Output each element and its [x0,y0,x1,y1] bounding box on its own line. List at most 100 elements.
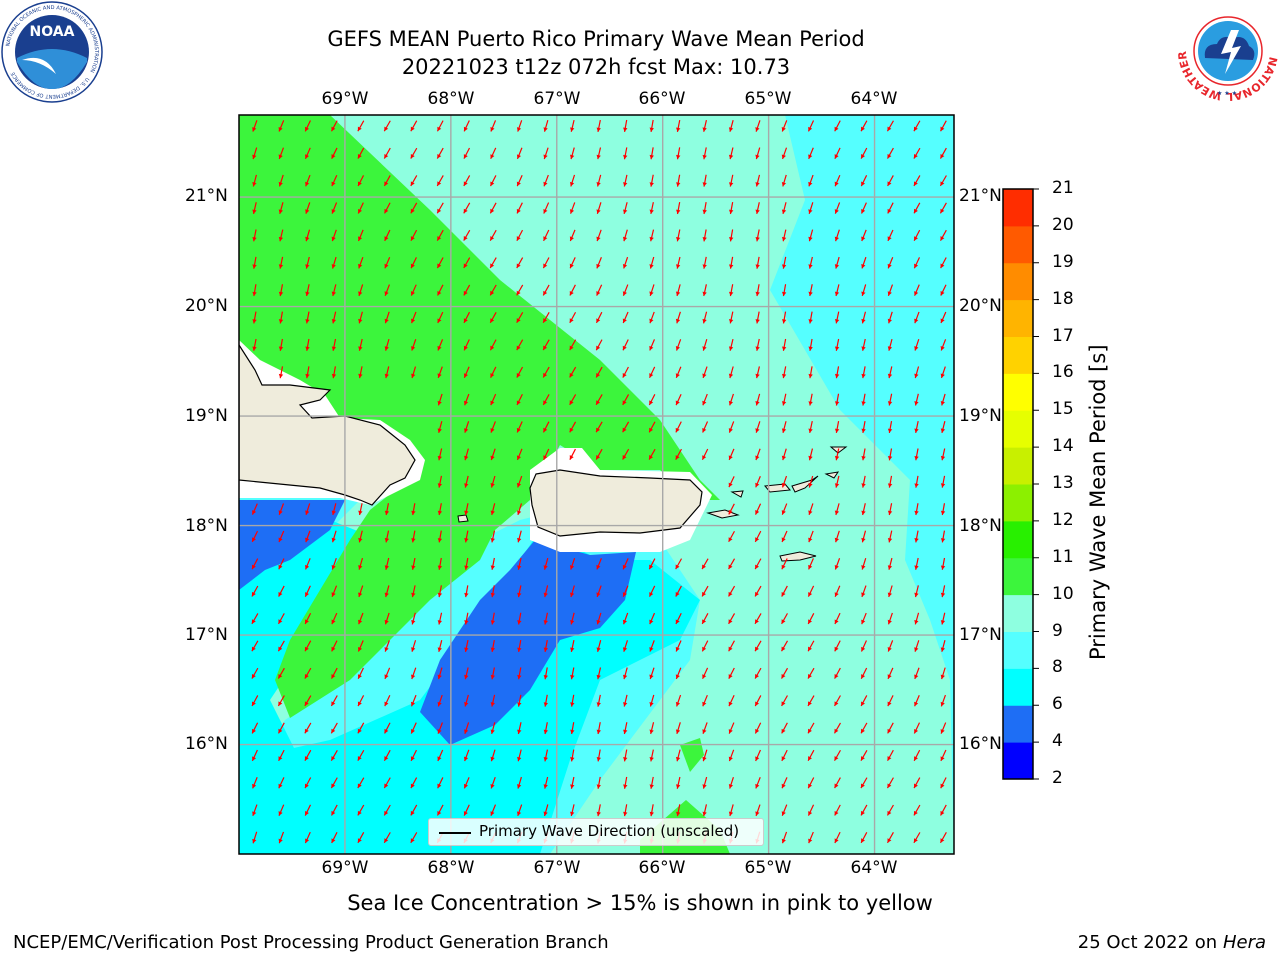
wave-arrow [410,311,417,324]
wave-arrow [833,749,841,761]
wave-arrow [305,284,310,297]
wave-arrow [728,613,736,625]
wave-arrow [807,640,815,652]
colorbar-swatch [1003,668,1033,706]
run-date-text: 25 Oct 2022 on [1077,932,1223,953]
wave-arrow [914,585,919,598]
wave-arrow [702,667,709,680]
wave-arrow [384,503,390,516]
wave-arrow [277,613,285,625]
wave-arrow [358,366,363,379]
wave-arrow [939,175,947,187]
wave-arrow [886,777,894,789]
wave-arrow [887,338,893,351]
wave-arrow [252,229,257,242]
wave-arrow [886,147,894,159]
wave-arrow [278,558,285,570]
wave-arrow [517,503,523,516]
wave-arrow [437,694,443,707]
wave-arrow [596,694,601,707]
wave-arrow [569,257,576,269]
wave-arrow [596,119,601,132]
wave-arrow [834,120,841,132]
wave-arrow [701,558,709,570]
wave-arrow [781,393,787,406]
wave-arrow [781,147,788,160]
wave-arrow [305,558,311,570]
wave-arrow [649,667,655,680]
wave-arrow [543,557,549,570]
land-hispaniola [239,343,416,506]
wave-arrow [383,120,391,132]
run-date: 25 Oct 2022 on Hera [1078,932,1266,953]
wave-arrow [596,722,601,735]
wave-arrow [437,667,443,680]
wave-arrow [516,174,523,187]
wave-arrow [304,640,312,652]
wave-arrow [781,585,788,597]
wave-arrow [728,749,735,762]
wave-arrow [781,202,787,215]
wave-arrow [596,667,602,680]
wave-arrow [702,311,708,324]
wave-arrow [675,448,682,460]
wave-arrow [331,585,338,598]
wave-arrow [675,393,682,406]
wave-arrow [675,366,682,379]
wave-arrow [516,229,524,242]
wave-arrow [489,257,497,269]
wave-arrow [860,832,868,844]
wave-arrow [252,147,258,160]
lon-label-bottom-69w: 69°W [321,858,369,878]
wave-arrow [437,612,443,625]
wave-arrow [278,202,284,215]
wave-arrow [860,202,867,214]
wave-arrow [463,229,471,241]
run-machine: Hera [1222,932,1266,953]
wave-arrow [861,557,867,570]
wave-arrow [914,448,919,461]
lat-label-right-18n: 18°N [959,516,1002,536]
wave-arrow [807,777,815,789]
wave-arrow [860,667,868,679]
lat-label-left-18n: 18°N [185,516,228,536]
wave-arrow [490,421,496,433]
wave-arrow [437,530,443,543]
wave-arrow [649,694,655,707]
wave-arrow [464,475,469,488]
wave-arrow [516,312,524,324]
wave-arrow [411,640,417,652]
wave-arrow [251,640,259,652]
wave-arrow [570,147,575,160]
wave-arrow [808,530,814,543]
wave-arrow [278,120,285,132]
wave-arrow [622,640,629,652]
wave-arrow [331,338,337,351]
wave-arrow [304,777,312,789]
wave-arrow [490,448,496,461]
wave-arrow [914,694,920,707]
wave-arrow [886,120,894,132]
wave-arrow [914,366,920,379]
wave-arrow [305,311,310,324]
wave-arrow [754,667,762,679]
wave-arrow [808,558,814,570]
wave-arrow [331,366,337,379]
wave-arrow [437,722,443,734]
wave-arrow [517,639,522,652]
wave-arrow [384,311,390,324]
nws-logo: NATIONAL WEATHER SERVICE ★ ★ ★ [1177,0,1279,102]
wave-arrow [702,366,708,379]
wave-arrow [623,749,628,762]
wave-arrow [331,256,337,269]
wave-arrow [728,393,735,406]
wave-arrow [649,339,656,351]
wave-arrow [411,585,416,598]
wave-arrow [913,120,921,132]
lon-label-bottom-66w: 66°W [638,858,686,878]
wave-arrow [490,530,496,543]
wave-arrow [702,393,708,406]
wave-arrow [887,640,894,652]
wave-arrow [860,120,868,132]
wave-arrow [860,147,868,159]
